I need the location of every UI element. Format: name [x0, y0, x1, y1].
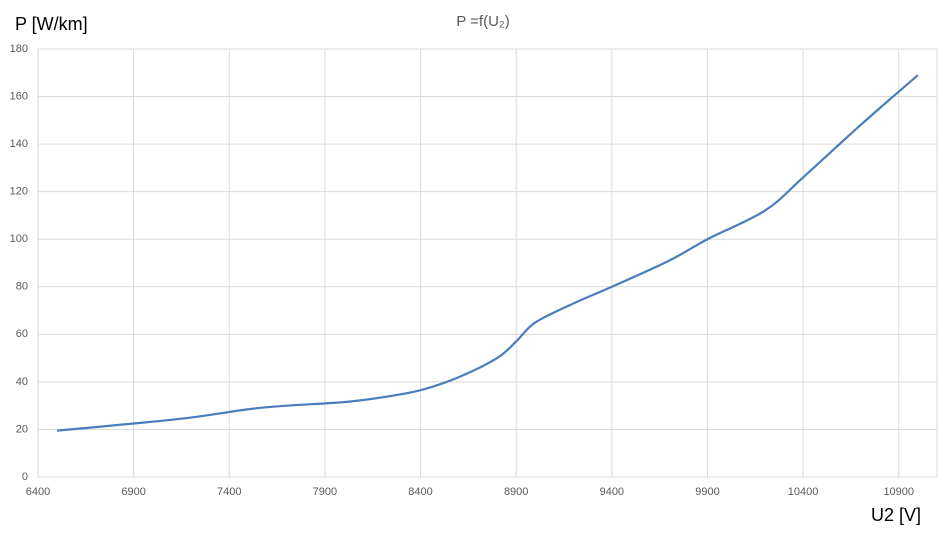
chart-title: P =f(U₂) — [456, 13, 509, 30]
x-axis-title: U2 [V] — [871, 505, 921, 525]
x-tick-label: 10900 — [883, 486, 914, 498]
y-tick-label: 60 — [16, 328, 28, 340]
y-tick-label: 140 — [10, 138, 28, 150]
y-tick-label: 20 — [16, 423, 28, 435]
y-tick-label: 0 — [22, 471, 28, 483]
x-tick-label: 7400 — [217, 486, 241, 498]
x-tick-label: 9400 — [600, 486, 624, 498]
x-tick-label: 9900 — [695, 486, 719, 498]
x-tick-label: 7900 — [313, 486, 337, 498]
y-tick-label: 180 — [10, 43, 28, 55]
y-tick-label: 40 — [16, 376, 28, 388]
data-line — [57, 74, 919, 432]
x-tick-label: 6900 — [121, 486, 145, 498]
y-tick-label: 160 — [10, 90, 28, 102]
y-tick-label: 100 — [10, 233, 28, 245]
y-tick-label: 120 — [10, 186, 28, 198]
x-tick-label: 6400 — [26, 486, 50, 498]
x-tick-label: 8400 — [408, 486, 432, 498]
x-tick-label: 10400 — [788, 486, 819, 498]
y-tick-label: 80 — [16, 281, 28, 293]
y-axis-title: P [W/km] — [15, 14, 88, 34]
x-tick-label: 8900 — [504, 486, 528, 498]
